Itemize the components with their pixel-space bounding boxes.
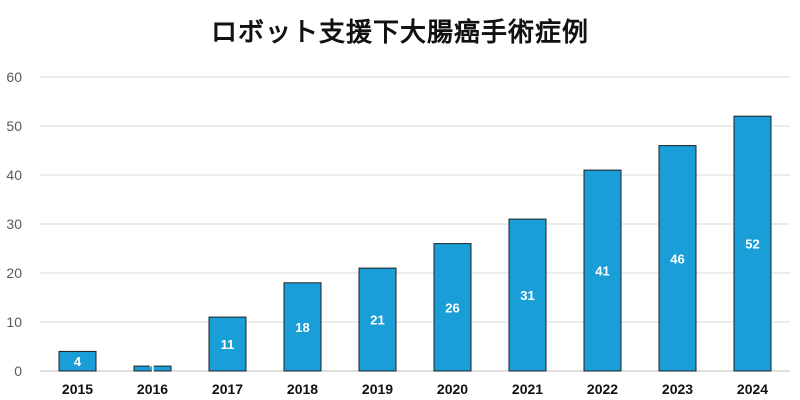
- data-label-2019: 21: [370, 313, 384, 328]
- data-label-2022: 41: [595, 264, 609, 279]
- y-tick-label: 10: [6, 314, 22, 330]
- data-label-2017: 11: [221, 337, 235, 352]
- x-tick-label-2023: 2023: [662, 381, 693, 397]
- x-tick-label-2021: 2021: [512, 381, 543, 397]
- bar-2021: [508, 218, 547, 372]
- bar-2016: [133, 365, 172, 372]
- x-tick-label-2015: 2015: [62, 381, 93, 397]
- bar-2024: [733, 115, 772, 372]
- data-label-2021: 31: [520, 288, 534, 303]
- x-tick-label-2016: 2016: [137, 381, 168, 397]
- x-tick-label-2017: 2017: [212, 381, 243, 397]
- y-tick-label: 40: [6, 167, 22, 183]
- x-tick-label-2020: 2020: [437, 381, 468, 397]
- data-label-2023: 46: [670, 251, 684, 266]
- x-tick-label-2022: 2022: [587, 381, 618, 397]
- y-tick-label: 20: [6, 265, 22, 281]
- bar-2020: [433, 243, 472, 372]
- bar-2022: [583, 169, 622, 372]
- bars: [58, 115, 772, 372]
- x-tick-label-2018: 2018: [287, 381, 318, 397]
- bar-2023: [658, 145, 697, 372]
- data-label-2020: 26: [445, 300, 459, 315]
- bar-2019: [358, 267, 397, 372]
- data-label-2024: 52: [745, 237, 759, 252]
- data-label-2018: 18: [295, 320, 309, 335]
- y-tick-label: 50: [6, 118, 22, 134]
- y-tick-label: 30: [6, 216, 22, 232]
- bar-2017: [208, 316, 247, 372]
- bar-2018: [283, 282, 322, 372]
- data-label-2015: 4: [74, 354, 82, 369]
- data-label-2016: 1: [149, 362, 156, 377]
- chart-title: ロボット支援下大腸癌手術症例: [210, 18, 589, 48]
- bar-2015: [58, 350, 97, 372]
- x-tick-label-2024: 2024: [737, 381, 768, 397]
- x-axis-ticks: 2015 2016 2017 2018 2019 2020 2021 2022 2023 2024: [62, 381, 768, 397]
- x-tick-label-2019: 2019: [362, 381, 393, 397]
- y-axis-ticks: 0 10 20 30 40 50 60: [6, 69, 22, 379]
- y-tick-label: 0: [14, 363, 22, 379]
- y-tick-label: 60: [6, 69, 22, 85]
